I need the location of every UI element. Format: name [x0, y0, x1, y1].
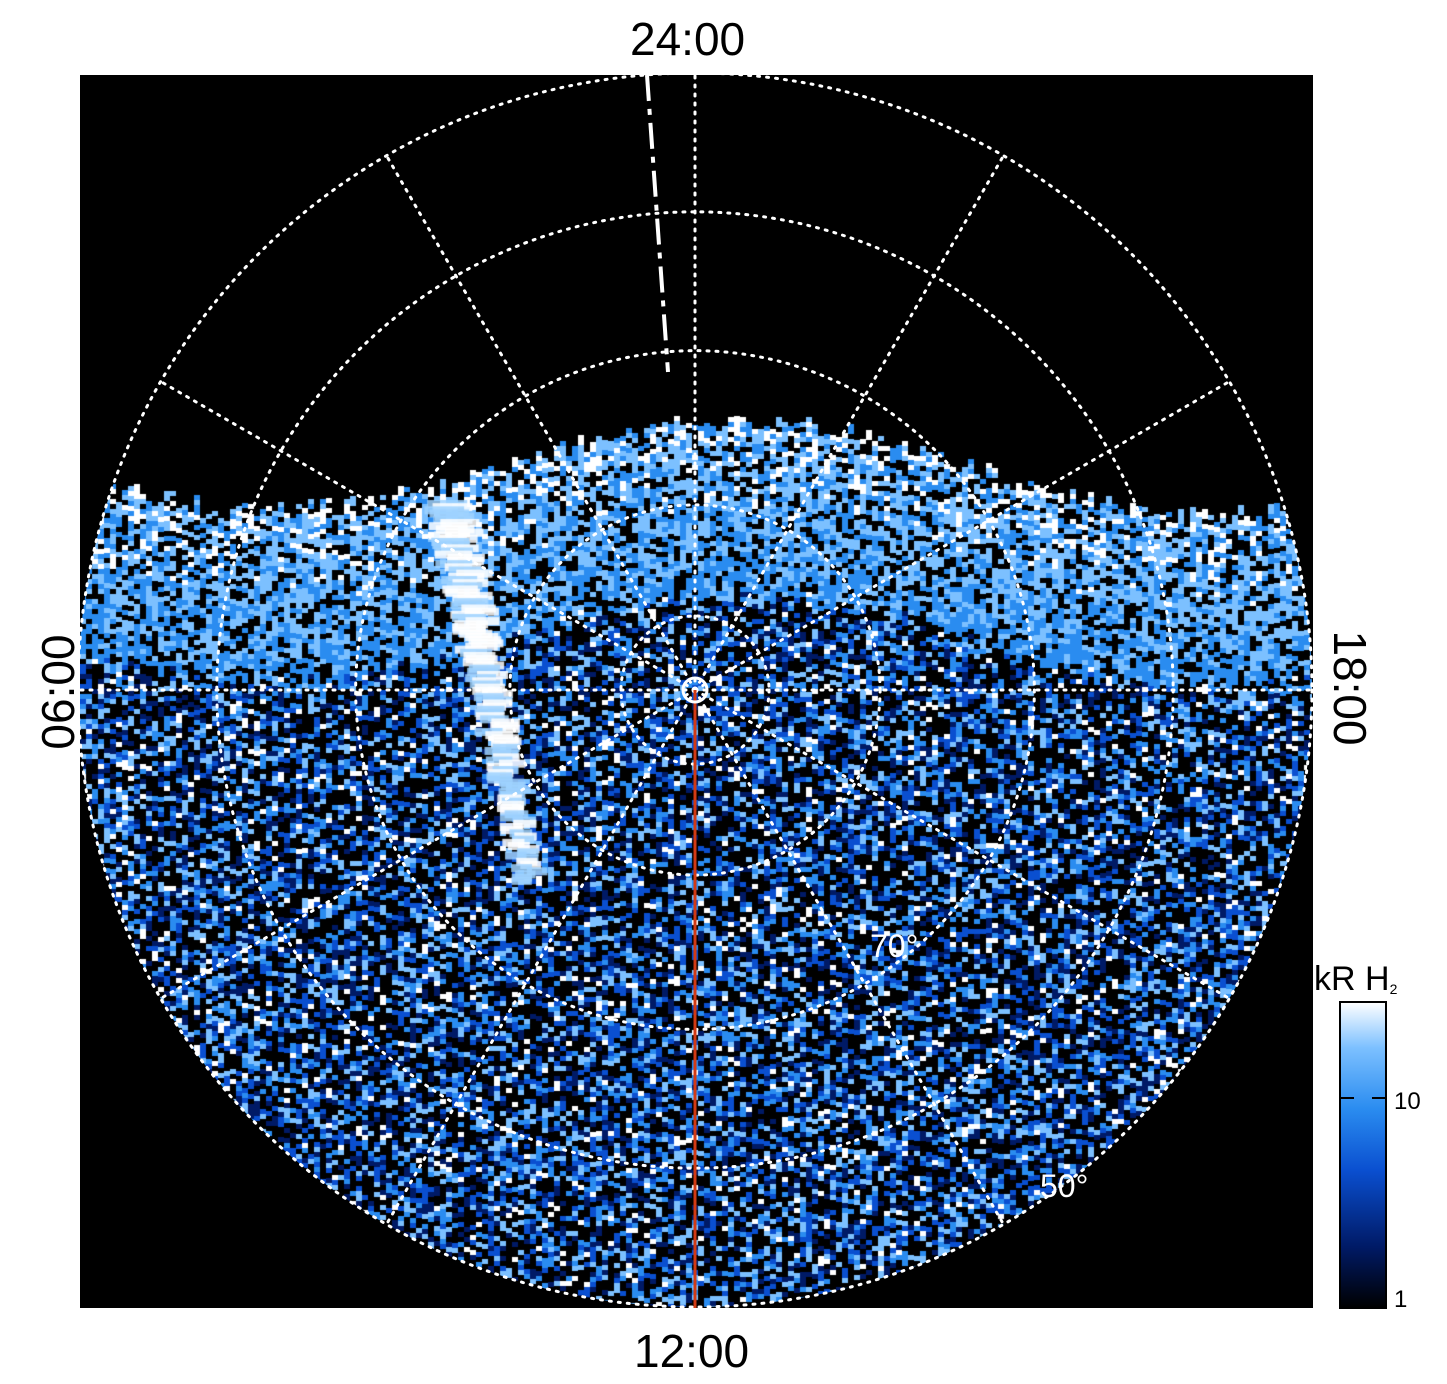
meridian-line [693, 380, 1231, 692]
local-time-label-top: 24:00 [630, 13, 746, 65]
meridian-line [693, 154, 1005, 692]
meridian-line [385, 688, 697, 1226]
latitude-label-70: 70° [870, 928, 918, 964]
colorbar-tick-label-1: 1 [1394, 1286, 1408, 1313]
meridian-line [159, 380, 697, 692]
colorbar-title: kR H2 [1314, 960, 1397, 999]
colorbar-title-subscript: 2 [1389, 981, 1398, 997]
meridian-line [385, 154, 697, 692]
meridian-line [693, 688, 1231, 1000]
meridian-line [159, 688, 697, 1000]
latitude-circle [80, 75, 1313, 1308]
pole-marker-icon [681, 676, 709, 704]
local-time-label-bottom: 12:00 [634, 1325, 750, 1377]
latitude-label-50: 50° [1040, 1168, 1088, 1204]
colorbar [1339, 1001, 1387, 1309]
dashed-marker-line [645, 75, 670, 373]
meridian-line [693, 688, 1005, 1226]
colorbar-title-main: kR H [1314, 960, 1390, 998]
colorbar-tick-label-10: 10 [1394, 1088, 1421, 1115]
